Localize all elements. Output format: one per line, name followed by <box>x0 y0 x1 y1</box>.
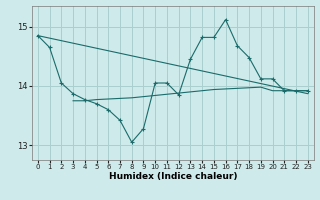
X-axis label: Humidex (Indice chaleur): Humidex (Indice chaleur) <box>108 172 237 181</box>
